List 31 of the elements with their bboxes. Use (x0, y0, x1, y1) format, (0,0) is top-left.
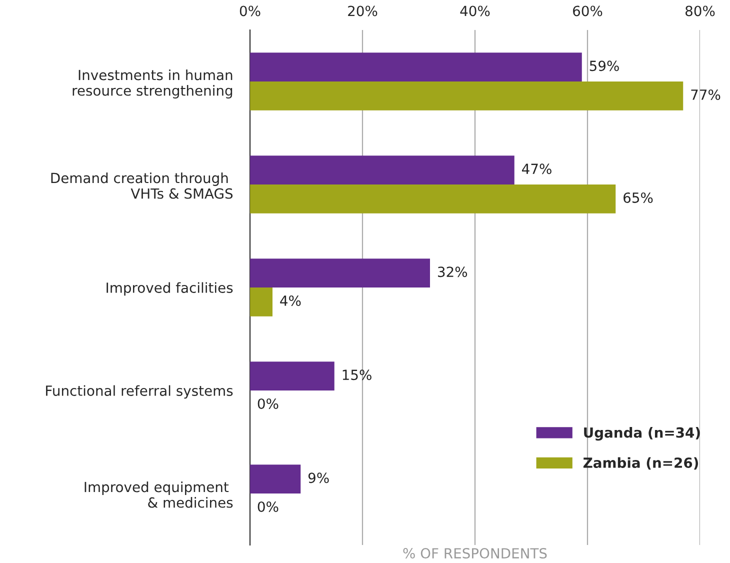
bar (250, 82, 684, 110)
data-label: 4% (280, 295, 301, 306)
x-tick-label: 20% (348, 6, 378, 16)
x-axis-title: % OF RESPONDENTS (403, 548, 547, 559)
y-tick-label: Improved equipment & medicines (84, 482, 233, 508)
y-tick-label: Functional referral systems (46, 385, 233, 399)
bar (250, 184, 616, 214)
y-tick-label: Investments in human resource strengthening (72, 70, 232, 98)
y-tick-label: Improved facilities (106, 282, 233, 296)
bar (250, 52, 582, 82)
data-label: 15% (342, 370, 372, 380)
data-label: 65% (624, 192, 653, 203)
data-label: 0% (258, 398, 278, 409)
legend-label: Zambia (n=26) (583, 457, 698, 470)
bar (250, 362, 334, 390)
data-label: 32% (438, 266, 468, 278)
bar (250, 156, 514, 184)
x-tick-label: 60% (573, 6, 602, 16)
data-label: 59% (590, 60, 619, 72)
bar (250, 258, 430, 288)
data-label: 77% (691, 89, 720, 100)
data-label: 47% (522, 164, 552, 174)
bar (250, 464, 301, 494)
legend-label: Uganda (n=34) (584, 427, 700, 441)
x-tick-label: 80% (686, 6, 715, 16)
bar (250, 288, 272, 316)
y-tick-label: Demand creation through VHTs & SMAGS (51, 172, 233, 199)
x-tick-label: 40% (460, 6, 490, 16)
data-label: 9% (308, 472, 329, 484)
data-label: 0% (258, 501, 278, 512)
x-tick-label: 0% (240, 6, 260, 16)
